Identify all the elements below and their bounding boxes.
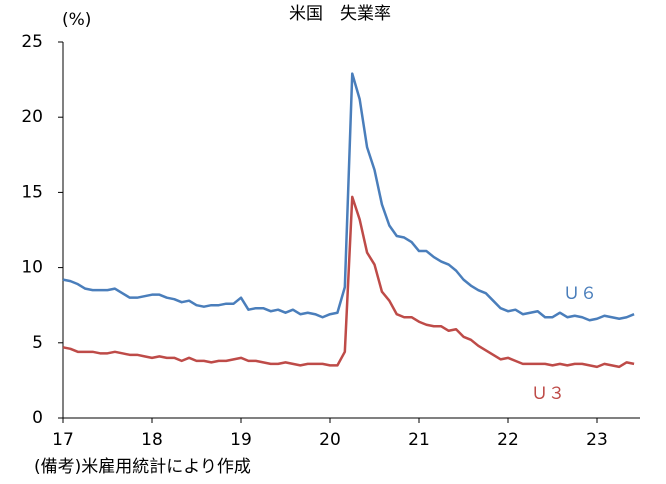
y-tick-label: 5 — [32, 333, 43, 353]
y-axis-label: (%) — [62, 10, 91, 30]
x-tick-label: 22 — [497, 430, 519, 450]
legend-label: Ｕ３ — [531, 384, 565, 404]
y-tick-label: 10 — [21, 258, 43, 278]
chart-title: 米国 失業率 — [289, 4, 391, 24]
x-tick-label: 18 — [141, 430, 163, 450]
y-tick-label: 25 — [21, 32, 43, 52]
note: (備考)米雇用統計により作成 — [34, 457, 251, 477]
y-tick-label: 20 — [21, 107, 43, 127]
x-tick-label: 19 — [230, 430, 252, 450]
x-tick-label: 21 — [408, 430, 430, 450]
y-tick-label: 15 — [21, 182, 43, 202]
legend-label: Ｕ６ — [563, 284, 597, 304]
y-tick-label: 0 — [32, 408, 43, 428]
series-line — [62, 195, 635, 369]
x-tick-label: 23 — [586, 430, 608, 450]
x-tick-label: 20 — [319, 430, 341, 450]
x-tick-label: 17 — [52, 430, 74, 450]
series-line — [62, 72, 635, 322]
